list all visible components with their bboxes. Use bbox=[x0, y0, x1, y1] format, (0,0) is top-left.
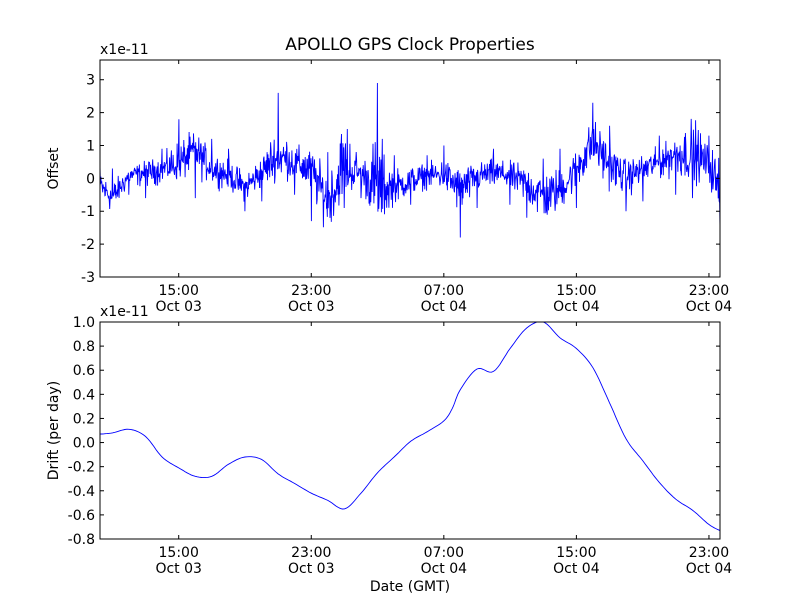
offset-xtick-date: Oct 04 bbox=[553, 299, 600, 315]
drift-xtick-date: Oct 04 bbox=[686, 561, 733, 577]
drift-ytick-label: -0.6 bbox=[68, 508, 95, 524]
drift-xtick-date: Oct 03 bbox=[155, 561, 201, 577]
drift-xtick-time: 07:00 bbox=[424, 545, 464, 561]
drift-series-line bbox=[100, 322, 720, 532]
drift-ytick-label: 1.0 bbox=[73, 315, 95, 331]
offset-ytick-label: -3 bbox=[81, 270, 95, 286]
drift-x-axis-label: Date (GMT) bbox=[370, 579, 450, 595]
offset-ytick-label: 2 bbox=[86, 106, 95, 122]
offset-ytick-label: 0 bbox=[86, 171, 95, 187]
drift-ytick-label: -0.2 bbox=[68, 460, 95, 476]
offset-y-axis-label: Offset bbox=[46, 147, 62, 190]
offset-xtick-time: 07:00 bbox=[424, 283, 464, 299]
offset-xtick-date: Oct 03 bbox=[288, 299, 334, 315]
offset-xtick-time: 15:00 bbox=[159, 283, 199, 299]
offset-series-line bbox=[100, 82, 720, 238]
offset-xtick-date: Oct 03 bbox=[155, 299, 201, 315]
drift-xtick-date: Oct 03 bbox=[288, 561, 334, 577]
drift-xtick-time: 23:00 bbox=[689, 545, 729, 561]
offset-plot-frame bbox=[99, 59, 721, 278]
drift-ytick-label: -0.8 bbox=[68, 532, 95, 548]
drift-ytick-label: 0.0 bbox=[73, 436, 95, 452]
drift-ytick-label: 0.6 bbox=[73, 363, 95, 379]
drift-scale-label: x1e-11 bbox=[100, 304, 149, 320]
drift-xtick-time: 23:00 bbox=[291, 545, 331, 561]
offset-xtick-time: 15:00 bbox=[556, 283, 596, 299]
drift-xtick-date: Oct 04 bbox=[421, 561, 468, 577]
drift-ytick-label: 0.4 bbox=[73, 387, 95, 403]
offset-ytick-label: -1 bbox=[81, 204, 95, 220]
drift-xtick-time: 15:00 bbox=[556, 545, 596, 561]
offset-scale-label: x1e-11 bbox=[100, 42, 149, 58]
drift-xtick-date: Oct 04 bbox=[553, 561, 600, 577]
drift-plot-frame bbox=[99, 321, 721, 540]
drift-xtick-time: 15:00 bbox=[159, 545, 199, 561]
offset-xtick-time: 23:00 bbox=[291, 283, 331, 299]
drift-ytick-label: 0.2 bbox=[73, 411, 95, 427]
offset-xtick-time: 23:00 bbox=[689, 283, 729, 299]
offset-xtick-date: Oct 04 bbox=[421, 299, 468, 315]
offset-xtick-date: Oct 04 bbox=[686, 299, 733, 315]
drift-ytick-label: -0.4 bbox=[68, 484, 95, 500]
drift-ytick-label: 0.8 bbox=[73, 339, 95, 355]
offset-ytick-label: 1 bbox=[86, 138, 95, 154]
drift-y-axis-label: Drift (per day) bbox=[46, 381, 62, 480]
offset-ytick-label: 3 bbox=[86, 73, 95, 89]
chart-title: APOLLO GPS Clock Properties bbox=[285, 35, 535, 55]
drift-panel: -0.8-0.6-0.4-0.20.00.20.40.60.81.015:00O… bbox=[46, 304, 732, 595]
offset-ytick-label: -2 bbox=[81, 237, 95, 253]
